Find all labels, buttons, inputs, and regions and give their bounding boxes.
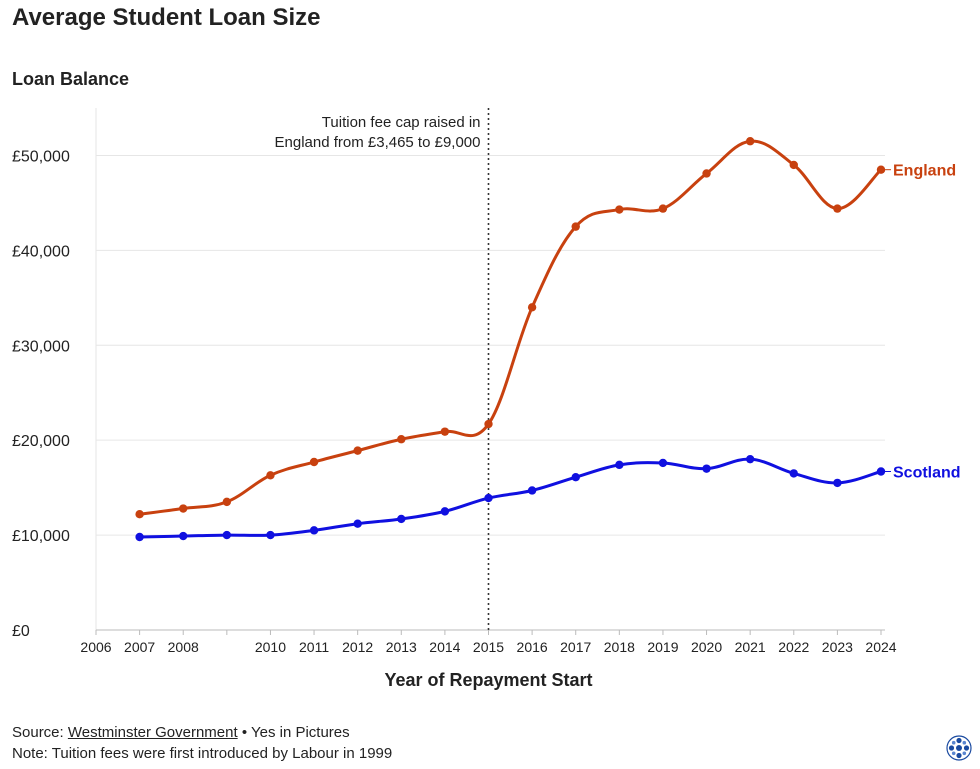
x-tick-label: 2021 <box>735 639 766 655</box>
scotland-point <box>702 464 711 473</box>
annotation-text: Tuition fee cap raised in <box>322 114 481 131</box>
x-tick-label: 2010 <box>255 639 286 655</box>
england-point <box>222 497 232 507</box>
x-tick-label: 2019 <box>647 639 678 655</box>
x-tick-label: 2017 <box>560 639 591 655</box>
line-chart: £0 £10,000 £20,000 £30,000 £40,000 £50,000 200… <box>12 108 961 690</box>
scotland-point <box>179 531 188 541</box>
scotland-point <box>440 507 450 516</box>
x-tick-label: 2013 <box>386 639 417 655</box>
scotland-point <box>484 493 493 503</box>
england-point <box>615 205 624 214</box>
x-tick-label: 2008 <box>168 639 199 655</box>
x-tick-label: 2011 <box>299 639 329 655</box>
scotland-point <box>309 526 319 535</box>
england-point <box>789 160 798 170</box>
england-point <box>135 510 144 519</box>
y-tick-label: £20,000 <box>12 433 70 450</box>
source-suffix: • Yes in Pictures <box>237 724 350 741</box>
england-point <box>571 222 580 231</box>
scotland-point <box>876 467 886 476</box>
scotland-point <box>135 532 144 542</box>
source-link[interactable]: Westminster Government <box>67 724 238 741</box>
annotation-text: England from £3,465 to £9,000 <box>275 134 481 151</box>
series-labels: England Scotland <box>885 163 961 482</box>
footnote: Note: Tuition fees were first introduced… <box>12 745 393 762</box>
x-tick-label: 2023 <box>822 639 853 655</box>
england-point <box>745 137 755 146</box>
y-tick-label: £30,000 <box>12 338 70 355</box>
england-point <box>440 427 450 436</box>
scotland-point <box>266 530 275 540</box>
source-line: Source: Westminster Government • Yes in … <box>12 722 392 743</box>
source-prefix: Source: <box>12 724 68 741</box>
scotland-point <box>527 486 537 495</box>
y-tick-label: £10,000 <box>12 528 70 545</box>
footer: Source: Westminster Government • Yes in … <box>12 722 392 764</box>
series <box>135 137 886 542</box>
axes: £0 £10,000 £20,000 £30,000 £40,000 £50,000 200… <box>12 108 897 690</box>
scotland-point <box>222 530 232 540</box>
scotland-line <box>138 457 883 539</box>
chart-title: Average Student Loan Size <box>12 4 321 31</box>
scotland-point <box>833 478 842 488</box>
x-tick-label: 2016 <box>517 639 548 655</box>
chart-subtitle: Loan Balance <box>12 69 130 89</box>
england-point <box>527 303 537 312</box>
scotland-point <box>658 458 668 468</box>
x-tick-label: 2015 <box>473 639 504 655</box>
y-tick-label: £50,000 <box>12 148 70 165</box>
scotland-point <box>353 519 362 528</box>
england-point <box>484 419 493 429</box>
x-axis-title: Year of Repayment Start <box>384 670 592 690</box>
gridlines <box>96 154 885 536</box>
england-series-label: England <box>893 163 956 180</box>
england-point <box>876 165 886 174</box>
england-point <box>702 169 711 178</box>
x-tick-label: 2014 <box>429 639 460 655</box>
england-point <box>658 204 668 213</box>
england-point <box>833 204 842 213</box>
x-tick-label: 2007 <box>124 639 155 655</box>
scotland-point <box>745 454 755 464</box>
england-point <box>266 471 275 480</box>
annotations: Tuition fee cap raised in England from £3… <box>275 108 490 630</box>
scotland-series-label: Scotland <box>893 465 961 482</box>
england-line <box>138 139 883 516</box>
england-point <box>309 457 319 467</box>
x-tick-label: 2022 <box>778 639 809 655</box>
scotland-point <box>615 460 624 470</box>
x-tick-label: 2012 <box>342 639 373 655</box>
yes-in-pictures-logo-icon <box>946 735 972 761</box>
scotland-point <box>571 472 580 482</box>
x-tick-label: 2024 <box>865 639 896 655</box>
x-tick-label: 2006 <box>80 639 111 655</box>
england-point <box>397 435 406 444</box>
england-point <box>353 446 362 455</box>
england-point <box>179 504 188 513</box>
y-tick-label: £40,000 <box>12 243 70 260</box>
x-tick-label: 2018 <box>604 639 635 655</box>
x-tick-label: 2020 <box>691 639 722 655</box>
scotland-point <box>789 469 798 478</box>
scotland-point <box>397 514 406 524</box>
y-tick-label: £0 <box>12 623 30 640</box>
